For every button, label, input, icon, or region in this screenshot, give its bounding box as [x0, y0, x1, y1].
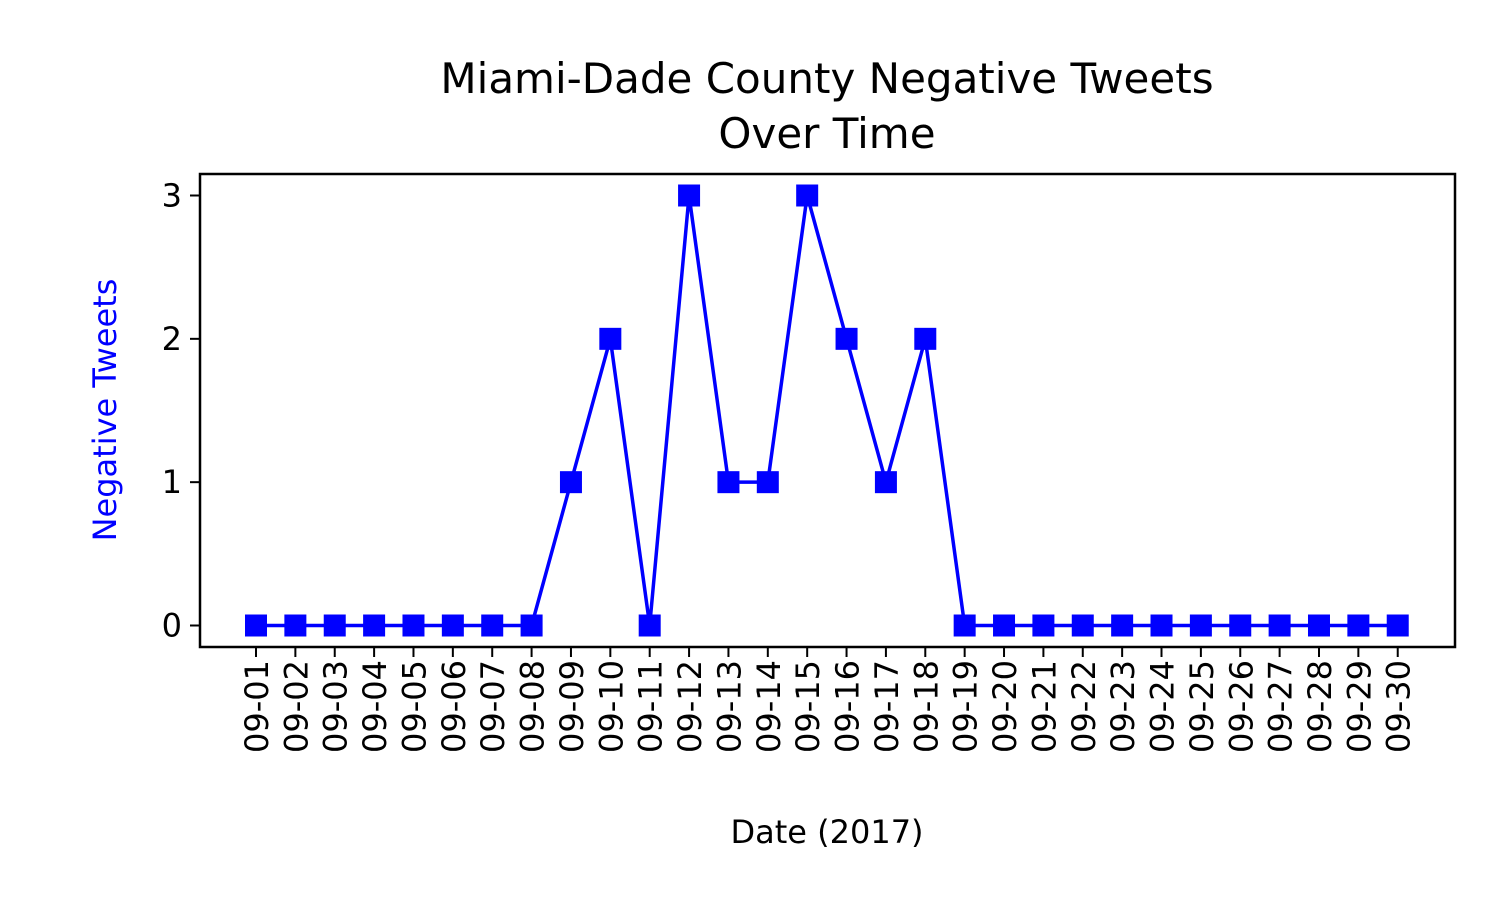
x-tick-label: 09-10: [592, 660, 630, 753]
data-point: [402, 614, 425, 637]
x-tick-label: 09-20: [986, 660, 1024, 753]
data-point: [717, 471, 740, 494]
data-point: [363, 614, 386, 637]
x-tick-label: 09-01: [238, 660, 276, 753]
y-tick-label: 3: [162, 177, 182, 215]
x-tick-label: 09-29: [1340, 660, 1378, 753]
x-tick-label: 09-28: [1301, 660, 1339, 753]
data-point: [1071, 614, 1094, 637]
x-tick-label: 09-30: [1380, 660, 1418, 753]
y-tick-label: 1: [162, 463, 182, 501]
series-line: [256, 193, 1398, 628]
data-point: [1150, 614, 1173, 637]
x-tick-label: 09-07: [474, 660, 512, 753]
x-tick-label: 09-03: [317, 660, 355, 753]
data-point: [481, 614, 504, 637]
x-tick-label: 09-24: [1144, 660, 1182, 753]
data-point: [245, 614, 267, 637]
x-tick-label: 09-17: [868, 660, 906, 753]
chart-title-line-1: Miami-Dade County Negative Tweets: [440, 54, 1213, 103]
x-tick-label: 09-22: [1065, 660, 1103, 753]
data-point: [599, 327, 622, 350]
data-point: [953, 614, 976, 637]
x-tick-label: 09-19: [947, 660, 985, 753]
chart-title-line-2: Over Time: [718, 109, 935, 158]
x-tick-label: 09-27: [1262, 660, 1300, 753]
data-point: [1347, 614, 1370, 637]
x-tick-label: 09-13: [710, 660, 748, 753]
data-point: [678, 184, 701, 207]
data-point: [1307, 614, 1330, 637]
x-axis-label: Date (2017): [730, 813, 923, 851]
x-tick-label: 09-23: [1104, 660, 1142, 753]
y-tick-label: 2: [162, 320, 182, 358]
data-point: [520, 614, 543, 637]
data-point: [874, 471, 897, 494]
plot-frame: [198, 172, 1457, 649]
x-tick-label: 09-04: [356, 660, 394, 753]
series-group: [245, 184, 1409, 637]
data-point: [835, 327, 858, 350]
data-point: [284, 614, 307, 637]
x-tick-label: 09-16: [829, 660, 867, 753]
data-point: [638, 614, 661, 637]
x-tick-label: 09-09: [553, 660, 591, 753]
data-point: [1268, 614, 1291, 637]
x-tick-label: 09-12: [671, 660, 709, 753]
data-point: [559, 471, 582, 494]
data-point: [1111, 614, 1134, 637]
x-tick-label: 09-06: [435, 660, 473, 753]
data-point: [441, 614, 464, 637]
data-point: [914, 327, 937, 350]
data-point: [796, 184, 819, 207]
data-point: [323, 614, 346, 637]
data-point: [1229, 614, 1252, 637]
x-tick-label: 09-26: [1222, 660, 1260, 753]
data-point: [1189, 614, 1212, 637]
x-tick-label: 09-14: [750, 660, 788, 753]
y-axis-label: Negative Tweets: [86, 279, 124, 542]
data-point: [1032, 614, 1055, 637]
x-tick-label: 09-18: [907, 660, 945, 753]
y-tick-label: 0: [162, 607, 182, 645]
x-tick-label: 09-05: [395, 660, 433, 753]
data-point: [756, 471, 779, 494]
x-tick-label: 09-21: [1025, 660, 1063, 753]
x-tick-label: 09-25: [1183, 660, 1221, 753]
x-tick-label: 09-02: [277, 660, 315, 753]
x-tick-label: 09-15: [789, 660, 827, 753]
x-tick-label: 09-11: [632, 660, 670, 753]
data-point: [1386, 614, 1409, 637]
x-tick-label: 09-08: [514, 660, 552, 753]
data-point: [993, 614, 1016, 637]
